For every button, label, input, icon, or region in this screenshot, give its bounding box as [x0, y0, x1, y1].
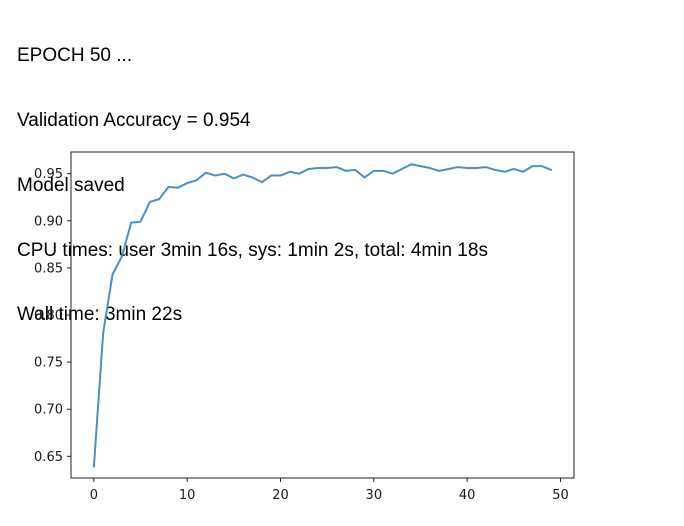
y-tick-label: 0.90	[34, 214, 63, 229]
x-tick-label: 40	[459, 488, 476, 503]
series-layer	[92, 163, 553, 468]
accuracy-series-line	[92, 163, 553, 468]
x-tick-label: 0	[90, 488, 98, 503]
y-tick-label: 0.70	[34, 403, 63, 418]
x-tick-label: 30	[366, 488, 383, 503]
axis-ticks: 0.65 0.70 0.75 0.80 0.85 0.90 0.95 0 10 20 30 40 50	[34, 167, 569, 503]
y-tick-label: 0.65	[34, 450, 63, 465]
x-tick-label: 10	[179, 488, 196, 503]
y-tick-label: 0.95	[34, 167, 63, 182]
wall-time-line: Wall time: 3min 22s	[17, 304, 183, 326]
validation-accuracy-line: Validation Accuracy = 0.954	[17, 109, 251, 131]
y-tick-label: 0.75	[34, 356, 63, 371]
cell-output-text: EPOCH 50 ... Validation Accuracy = 0.954…	[17, 2, 488, 348]
model-saved-line: Model saved	[17, 174, 125, 196]
plot-frame	[70, 151, 575, 479]
y-tick-label: 0.80	[34, 309, 63, 324]
y-tick-label: 0.85	[34, 261, 63, 276]
x-tick-label: 50	[552, 488, 569, 503]
epoch-line: EPOCH 50 ...	[17, 45, 133, 67]
cpu-times-line: CPU times: user 3min 16s, sys: 1min 2s, …	[17, 239, 488, 261]
x-tick-label: 20	[272, 488, 289, 503]
